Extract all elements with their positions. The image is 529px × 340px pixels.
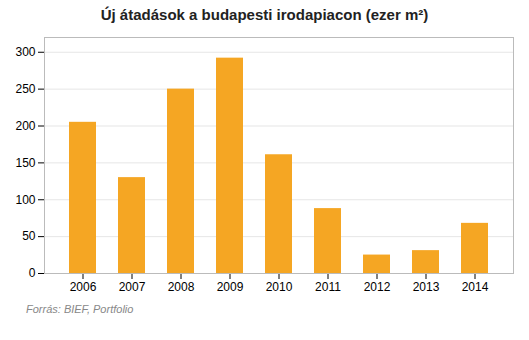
- svg-text:150: 150: [15, 156, 35, 170]
- svg-text:50: 50: [22, 229, 36, 243]
- svg-text:300: 300: [15, 45, 35, 59]
- svg-text:0: 0: [29, 266, 36, 280]
- svg-text:2008: 2008: [168, 280, 195, 294]
- svg-text:100: 100: [15, 193, 35, 207]
- html-text:Forrás: BIEF, Portfolio: Forrás: BIEF, Portfolio: [26, 303, 134, 315]
- svg-text:2014: 2014: [462, 280, 489, 294]
- svg-text:2007: 2007: [119, 280, 146, 294]
- svg-text:250: 250: [15, 82, 35, 96]
- svg-text:2012: 2012: [364, 280, 391, 294]
- html-text:Új átadások a budapesti irodap: Új átadások a budapesti irodapiacon (eze…: [100, 6, 429, 23]
- svg-text:2013: 2013: [413, 280, 440, 294]
- svg-text:2010: 2010: [266, 280, 293, 294]
- svg-text:2006: 2006: [70, 280, 97, 294]
- svg-text:2009: 2009: [217, 280, 244, 294]
- svg-text:2011: 2011: [315, 280, 341, 294]
- svg-text:200: 200: [15, 119, 35, 133]
